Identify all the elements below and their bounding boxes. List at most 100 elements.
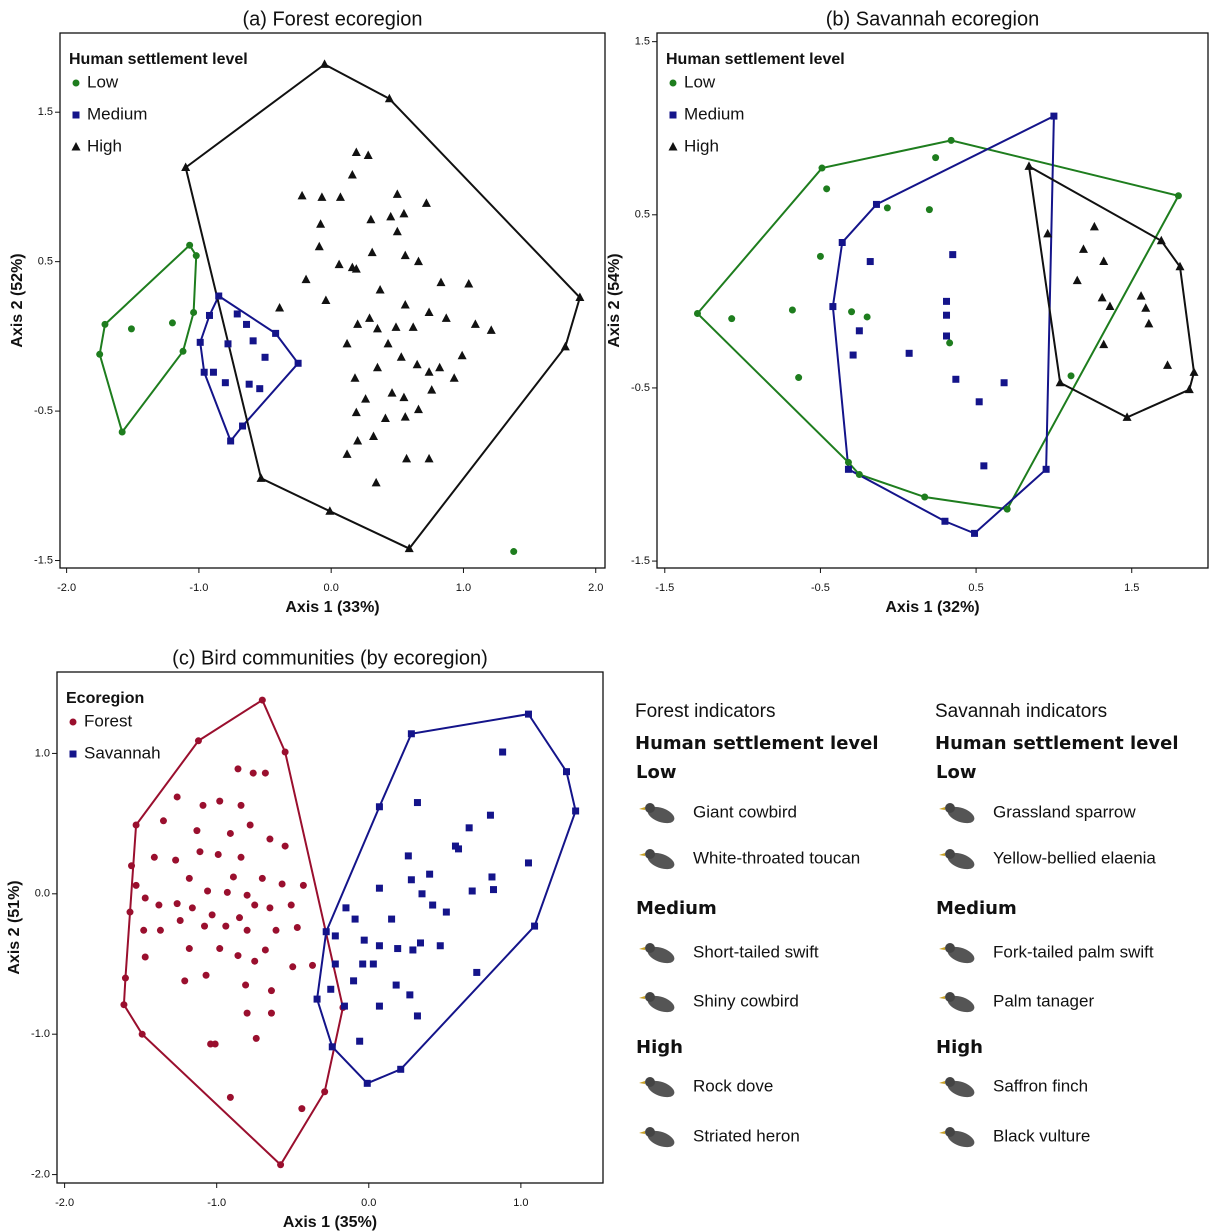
point	[352, 148, 361, 157]
point	[317, 192, 326, 201]
legend-title: Ecoregion	[66, 690, 144, 707]
point	[234, 310, 241, 317]
point	[845, 466, 852, 473]
point	[1090, 222, 1099, 231]
point	[244, 1010, 251, 1017]
point	[181, 977, 188, 984]
bird-beak	[639, 947, 645, 950]
point	[277, 1161, 284, 1168]
point	[327, 986, 334, 993]
x-tick-label: 2.0	[588, 582, 603, 594]
point	[466, 824, 473, 831]
x-tick-label: 0.5	[968, 582, 983, 594]
point	[397, 1066, 404, 1073]
point	[525, 711, 532, 718]
point	[829, 303, 836, 310]
point	[246, 381, 253, 388]
point	[971, 530, 978, 537]
point	[499, 749, 506, 756]
species-name: Giant cowbird	[693, 802, 797, 821]
point	[1043, 466, 1050, 473]
point	[370, 961, 377, 968]
point	[350, 977, 357, 984]
point	[361, 394, 370, 403]
indicator-title: Forest indicators	[635, 701, 775, 722]
bird-head	[645, 992, 655, 1002]
point	[201, 369, 208, 376]
legend-title: Human settlement level	[69, 51, 248, 68]
point	[884, 204, 891, 211]
point	[343, 449, 352, 458]
point	[856, 471, 863, 478]
bird-icon	[939, 849, 977, 872]
bird-head	[945, 803, 955, 813]
y-tick-label: 1.5	[635, 36, 650, 48]
point	[393, 227, 402, 236]
point	[425, 454, 434, 463]
point	[234, 765, 241, 772]
point	[253, 1035, 260, 1042]
point	[341, 1003, 348, 1010]
point	[510, 548, 517, 555]
legend-label: Low	[684, 72, 716, 91]
level-heading: Low	[936, 762, 976, 783]
hull	[833, 116, 1054, 533]
point	[329, 1043, 336, 1050]
point	[381, 414, 390, 423]
point	[1141, 303, 1150, 312]
point	[247, 822, 254, 829]
species-name: Grassland sparrow	[993, 802, 1136, 821]
point	[302, 275, 311, 284]
bird-beak	[639, 853, 645, 856]
point	[376, 885, 383, 892]
point	[414, 1012, 421, 1019]
point	[1073, 276, 1082, 285]
bird-beak	[639, 1081, 645, 1084]
point	[425, 367, 434, 376]
x-tick-label: 1.0	[456, 582, 471, 594]
hull	[200, 296, 298, 441]
point	[294, 924, 301, 931]
bird-icon	[939, 1127, 977, 1150]
point	[488, 873, 495, 880]
level-heading: Low	[636, 762, 676, 783]
point	[525, 859, 532, 866]
point	[186, 945, 193, 952]
point	[393, 982, 400, 989]
point	[376, 1003, 383, 1010]
point	[490, 886, 497, 893]
point	[450, 373, 459, 382]
point	[949, 251, 956, 258]
legend-label: High	[87, 136, 122, 155]
point	[212, 1041, 219, 1048]
legend-marker	[670, 80, 677, 87]
point	[1137, 291, 1146, 300]
point	[728, 315, 735, 322]
point	[397, 352, 406, 361]
point	[139, 1031, 146, 1038]
point	[948, 137, 955, 144]
x-tick-label: 0.0	[361, 1197, 376, 1209]
point	[316, 219, 325, 228]
point	[422, 198, 431, 207]
legend-marker	[70, 751, 77, 758]
species-name: Black vulture	[993, 1126, 1090, 1145]
point	[487, 812, 494, 819]
bird-head	[645, 1077, 655, 1087]
point	[873, 201, 880, 208]
bird-head	[645, 803, 655, 813]
point	[419, 890, 426, 897]
point	[406, 991, 413, 998]
point	[227, 437, 234, 444]
point	[369, 431, 378, 440]
y-tick-label: 1.5	[38, 106, 53, 118]
point	[295, 360, 302, 367]
y-tick-label: -0.5	[631, 382, 650, 394]
y-tick-label: -0.5	[34, 405, 53, 417]
point	[250, 770, 257, 777]
y-tick-label: -2.0	[31, 1168, 50, 1180]
species-name: Shiny cowbird	[693, 991, 799, 1010]
bird-icon	[939, 992, 977, 1015]
point	[425, 307, 434, 316]
point	[315, 242, 324, 251]
